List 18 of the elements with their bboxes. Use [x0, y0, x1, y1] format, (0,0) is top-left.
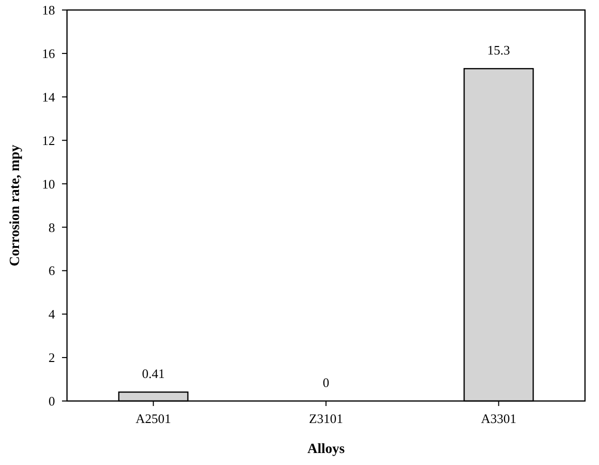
y-tick-label: 6 — [48, 263, 56, 278]
y-tick-label: 4 — [48, 306, 56, 322]
x-axis-title: Alloys — [307, 442, 346, 457]
data-label: 15.3 — [487, 42, 510, 58]
x-tick-label: Z3101 — [309, 411, 343, 426]
x-tick-label: A3301 — [480, 411, 516, 426]
data-label: 0.41 — [142, 366, 165, 382]
y-tick-label: 18 — [42, 2, 55, 18]
y-tick-label: 8 — [48, 220, 55, 235]
data-label: 0 — [322, 375, 330, 390]
x-tick-label: A2501 — [136, 411, 172, 426]
y-tick-label: 14 — [42, 89, 56, 104]
y-tick-label: 2 — [48, 350, 55, 366]
y-tick-label: 0 — [48, 394, 55, 409]
y-tick-label: 10 — [42, 176, 55, 192]
y-axis-title: Corrosion rate, mpy — [8, 144, 23, 266]
y-tick-label: 16 — [42, 46, 56, 61]
y-tick-label: 12 — [42, 132, 55, 148]
